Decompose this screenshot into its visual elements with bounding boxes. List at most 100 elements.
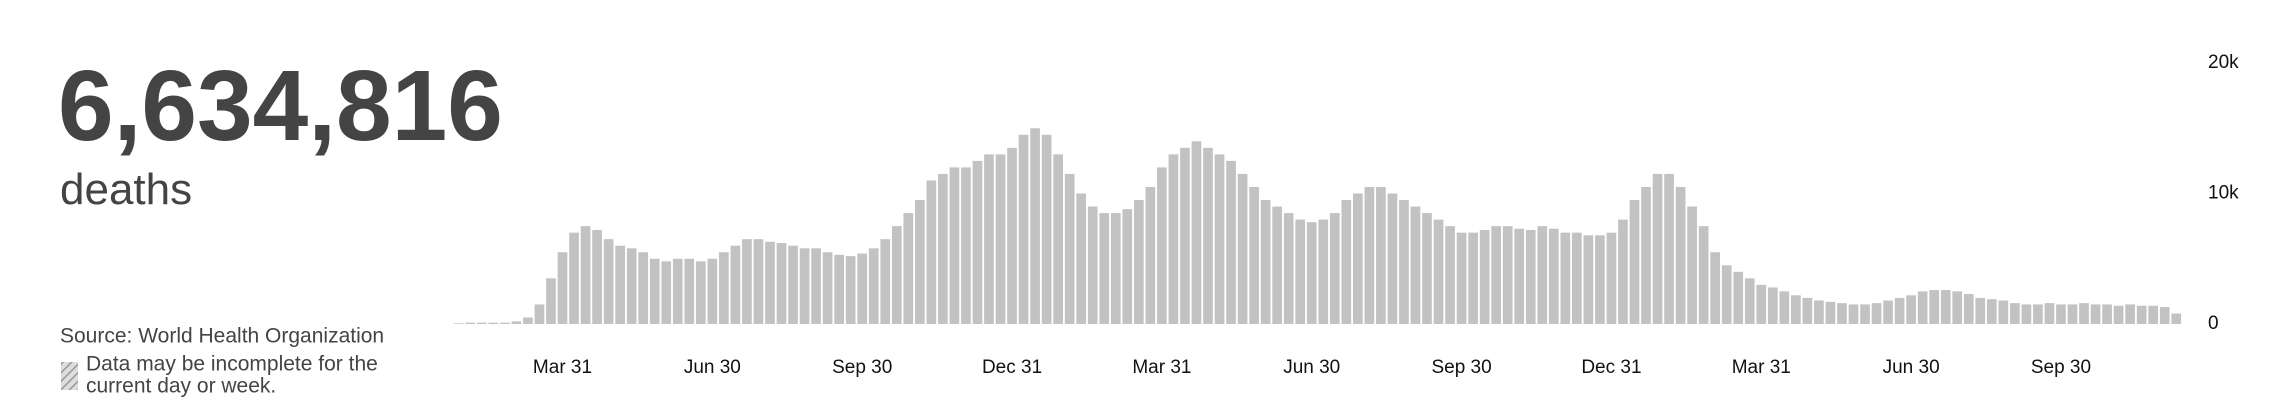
bar [788, 245, 798, 324]
bar [1260, 200, 1271, 324]
bar [1894, 297, 1905, 324]
x-tick-label: Sep 30 [1431, 357, 1491, 378]
bar [1779, 291, 1790, 324]
bar [1030, 128, 1040, 324]
bar [1110, 213, 1121, 324]
bar [1802, 297, 1813, 324]
bar [1491, 226, 1502, 324]
bar [1606, 232, 1617, 324]
bar [1848, 304, 1859, 324]
bar [1929, 290, 1940, 324]
bar [488, 322, 499, 324]
bar [995, 154, 1006, 324]
bar [1940, 290, 1951, 324]
bar [1295, 219, 1306, 324]
bar [1744, 278, 1755, 324]
bar [972, 160, 983, 324]
bar [1837, 303, 1847, 324]
bar [903, 213, 914, 324]
bar [546, 278, 556, 324]
bar [1041, 134, 1052, 324]
bar [1168, 154, 1179, 324]
bar [1652, 173, 1663, 324]
bar [638, 252, 649, 324]
bar [1998, 300, 2009, 324]
y-tick-label: 10k [2208, 183, 2239, 204]
bar [592, 230, 602, 324]
bar [1410, 206, 1421, 324]
bar [834, 254, 844, 324]
bar [1099, 213, 1110, 324]
bar [1767, 287, 1778, 324]
bar [1537, 226, 1548, 324]
bar [1445, 226, 1455, 324]
x-tick-label: Dec 31 [1581, 357, 1641, 378]
bar [1883, 300, 1893, 324]
bar [984, 154, 994, 324]
bar [730, 245, 741, 324]
bar [1064, 173, 1075, 324]
bar [799, 248, 810, 324]
bar [1214, 154, 1225, 324]
bar [1007, 147, 1017, 324]
bar [2033, 304, 2043, 324]
source: Source: World Health Organization [60, 325, 384, 348]
bar [2148, 305, 2159, 324]
note-line: Data may be incomplete for the [86, 353, 378, 376]
bar [1249, 186, 1259, 324]
bar [2044, 303, 2055, 324]
bar [2090, 304, 2101, 324]
bar [707, 258, 718, 324]
bar [1306, 222, 1317, 324]
bar [1329, 213, 1340, 324]
bar [1525, 230, 1536, 324]
bar [2079, 303, 2089, 324]
x-tick-label: Jun 30 [1283, 357, 1340, 378]
bar [868, 248, 879, 324]
bar [753, 239, 764, 324]
bar [857, 253, 868, 324]
x-tick-label: Sep 30 [832, 357, 892, 378]
bar [603, 239, 614, 324]
bar [1122, 209, 1133, 324]
bar [1283, 213, 1294, 324]
bar [1906, 295, 1916, 324]
bar [1963, 293, 1974, 324]
bar [2067, 304, 2078, 324]
bar [1664, 173, 1674, 324]
x-tick-label: Dec 31 [982, 357, 1042, 378]
bar [2102, 304, 2112, 324]
bar [1825, 301, 1836, 324]
bar [1387, 193, 1398, 324]
bar [1860, 304, 1870, 324]
bar [1502, 226, 1513, 324]
bar [672, 258, 683, 324]
incomplete-icon [61, 362, 78, 390]
bar [1203, 147, 1213, 324]
bar [765, 241, 775, 324]
x-tick-label: Mar 31 [1132, 357, 1191, 378]
bar [1353, 193, 1363, 324]
bar [1191, 141, 1202, 324]
bar [1479, 230, 1490, 324]
bar [742, 239, 752, 324]
bar [1756, 284, 1767, 324]
bar [1733, 271, 1744, 324]
x-tick-label: Mar 31 [533, 357, 592, 378]
bar [1157, 167, 1167, 324]
bar [1791, 295, 1801, 324]
bar [845, 256, 856, 324]
bar [1076, 193, 1087, 324]
bar [1629, 200, 1640, 324]
bar [914, 200, 925, 324]
bar [1053, 154, 1063, 324]
bar [1433, 219, 1444, 324]
bar [626, 248, 637, 324]
bar [2159, 307, 2170, 324]
bar [2010, 303, 2020, 324]
y-tick-label: 20k [2208, 52, 2239, 73]
bar [615, 245, 625, 324]
bar [649, 258, 660, 324]
bar [1087, 206, 1098, 324]
bar [1318, 219, 1329, 324]
